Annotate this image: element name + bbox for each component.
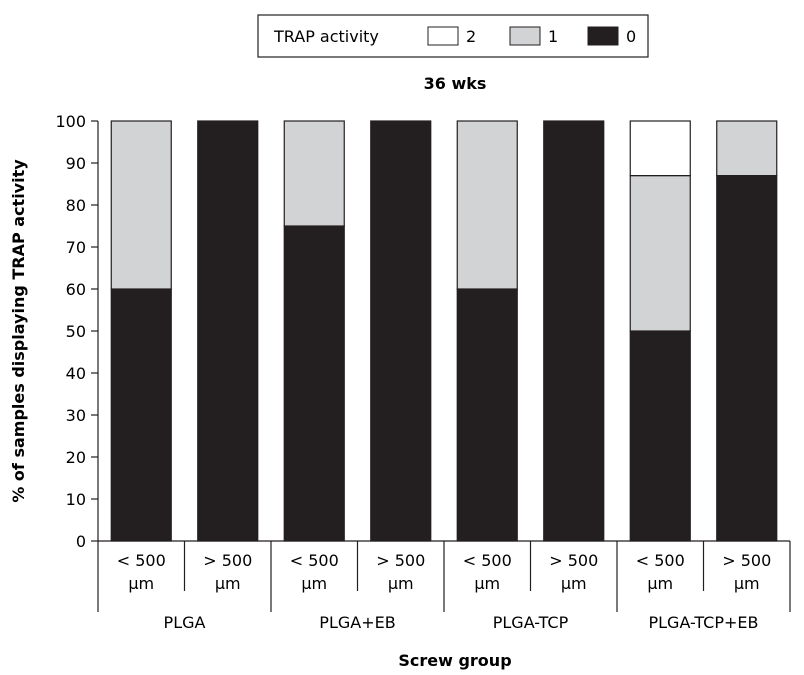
x-subcategory-unit: µm [561, 574, 587, 593]
x-subcategory-label: < 500 [117, 551, 166, 570]
x-subcategory-label: > 500 [549, 551, 598, 570]
bar-segment-0 [283, 225, 345, 542]
bar-segment-1 [283, 120, 345, 227]
y-tick-label: 70 [66, 238, 86, 257]
x-group-label: PLGA [164, 613, 206, 632]
y-tick-label: 80 [66, 196, 86, 215]
y-tick-label: 90 [66, 154, 86, 173]
x-subcategory-unit: µm [647, 574, 673, 593]
y-tick-label: 30 [66, 406, 86, 425]
legend-swatch-1 [509, 26, 541, 46]
bar-segment-2 [629, 120, 691, 177]
bar-segment-0 [197, 120, 259, 542]
x-subcategory-unit: µm [128, 574, 154, 593]
x-subcategory-label: < 500 [463, 551, 512, 570]
x-subcategory-label: > 500 [722, 551, 771, 570]
legend-label-0: 0 [626, 27, 636, 46]
y-tick-label: 40 [66, 364, 86, 383]
chart-title: 36 wks [424, 74, 487, 93]
bar-segment-0 [543, 120, 605, 542]
bar-segment-0 [456, 288, 518, 542]
y-axis-title: % of samples displaying TRAP activity [9, 159, 28, 503]
legend-label-1: 1 [548, 27, 558, 46]
x-group-label: PLGA-TCP+EB [648, 613, 758, 632]
x-subcategory-unit: µm [301, 574, 327, 593]
y-tick-label: 20 [66, 448, 86, 467]
x-axis-title: Screw group [398, 651, 511, 670]
bar-segment-0 [716, 175, 778, 542]
x-subcategory-label: < 500 [636, 551, 685, 570]
x-subcategory-label: > 500 [376, 551, 425, 570]
x-subcategory-unit: µm [474, 574, 500, 593]
x-group-label: PLGA-TCP [493, 613, 569, 632]
legend-label-2: 2 [466, 27, 476, 46]
x-subcategory-label: > 500 [203, 551, 252, 570]
legend-title: TRAP activity [273, 27, 379, 46]
y-tick-label: 50 [66, 322, 86, 341]
y-tick-label: 60 [66, 280, 86, 299]
x-subcategory-unit: µm [215, 574, 241, 593]
x-subcategory-label: < 500 [290, 551, 339, 570]
legend-swatch-0 [587, 26, 619, 46]
bar-segment-0 [110, 288, 172, 542]
legend-swatch-2 [427, 26, 459, 46]
y-tick-label: 100 [55, 112, 86, 131]
plot-area: 0 10 20 30 40 50 60 70 80 90 100 < 500 µm > 500 µm < 50… [55, 112, 791, 632]
y-tick-label: 10 [66, 490, 86, 509]
y-tick-label: 0 [76, 532, 86, 551]
bar-segment-1 [716, 120, 778, 177]
bar-segment-0 [629, 330, 691, 542]
bar-segment-0 [370, 120, 432, 542]
x-subcategory-unit: µm [388, 574, 414, 593]
x-group-label: PLGA+EB [319, 613, 395, 632]
bar-segment-1 [629, 175, 691, 332]
legend: TRAP activity 2 1 0 [257, 14, 649, 58]
x-subcategory-unit: µm [734, 574, 760, 593]
bar-segment-1 [456, 120, 518, 290]
bar-segment-1 [110, 120, 172, 290]
